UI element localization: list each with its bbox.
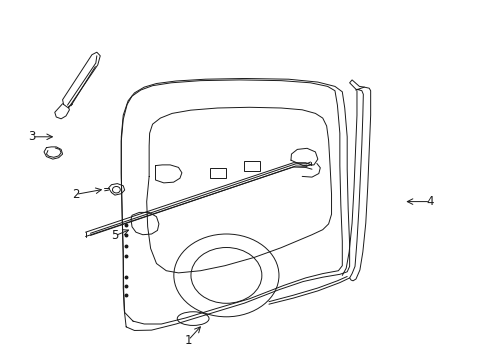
Text: 5: 5 — [111, 229, 119, 242]
Text: 4: 4 — [426, 195, 433, 208]
Text: 2: 2 — [72, 188, 80, 201]
Bar — [244, 161, 260, 171]
Text: 3: 3 — [28, 130, 36, 143]
Bar — [210, 168, 225, 178]
Text: 1: 1 — [184, 334, 192, 347]
